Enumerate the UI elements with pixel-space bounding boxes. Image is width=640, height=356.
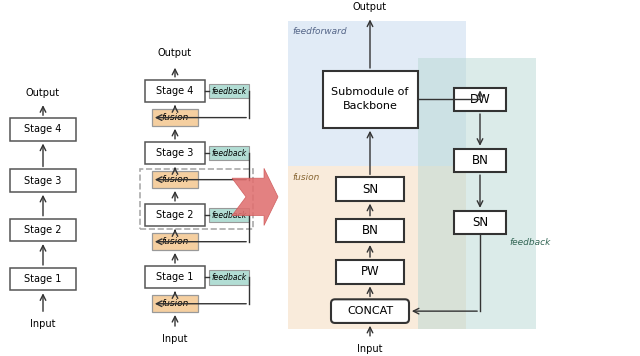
FancyBboxPatch shape — [331, 299, 409, 323]
Text: Input: Input — [30, 319, 56, 329]
Bar — [145, 266, 205, 288]
Text: Stage 3: Stage 3 — [24, 176, 61, 185]
Text: feedback: feedback — [211, 148, 246, 158]
Bar — [10, 219, 76, 241]
Text: BN: BN — [472, 154, 488, 167]
Bar — [209, 146, 249, 161]
Text: fusion: fusion — [292, 173, 319, 182]
Bar — [140, 169, 253, 229]
Bar — [152, 233, 198, 250]
Bar — [454, 148, 506, 172]
Bar — [454, 211, 506, 234]
Bar — [10, 118, 76, 141]
Text: Stage 2: Stage 2 — [24, 225, 61, 235]
Text: fusion: fusion — [161, 175, 189, 184]
Text: Output: Output — [353, 2, 387, 12]
Bar — [10, 169, 76, 192]
Bar — [152, 295, 198, 312]
Text: DW: DW — [470, 93, 490, 106]
Text: Stage 1: Stage 1 — [156, 272, 194, 282]
Bar — [145, 204, 205, 226]
Text: feedback: feedback — [211, 87, 246, 95]
Bar — [145, 142, 205, 164]
Text: Backbone: Backbone — [342, 101, 397, 111]
Text: Stage 2: Stage 2 — [156, 210, 194, 220]
Text: feedback: feedback — [211, 273, 246, 282]
Bar — [418, 58, 536, 329]
Bar — [336, 260, 404, 284]
Bar — [323, 71, 417, 128]
Text: CONCAT: CONCAT — [347, 306, 393, 316]
Text: Output: Output — [158, 48, 192, 58]
Bar — [209, 208, 249, 222]
Bar — [288, 166, 466, 329]
Text: feedback: feedback — [211, 211, 246, 220]
Text: Input: Input — [357, 344, 383, 354]
Text: Input: Input — [163, 334, 188, 344]
Bar — [209, 270, 249, 284]
Text: Stage 1: Stage 1 — [24, 274, 61, 284]
Text: fusion: fusion — [161, 299, 189, 308]
Text: Submodule of: Submodule of — [332, 88, 409, 98]
Text: Stage 3: Stage 3 — [156, 148, 194, 158]
Bar — [209, 84, 249, 98]
Bar — [454, 88, 506, 111]
Text: fusion: fusion — [161, 237, 189, 246]
Text: PW: PW — [361, 265, 380, 278]
Text: Stage 4: Stage 4 — [24, 124, 61, 135]
Bar — [336, 219, 404, 242]
Text: fusion: fusion — [161, 113, 189, 122]
Bar — [145, 80, 205, 102]
Bar — [152, 171, 198, 188]
Polygon shape — [232, 168, 278, 225]
Bar — [152, 109, 198, 126]
Bar — [10, 268, 76, 290]
Text: SN: SN — [362, 183, 378, 195]
Text: BN: BN — [362, 224, 378, 237]
Text: feedforward: feedforward — [292, 27, 347, 36]
Bar — [336, 177, 404, 201]
Text: feedback: feedback — [509, 238, 550, 247]
Text: Output: Output — [26, 88, 60, 98]
Text: SN: SN — [472, 216, 488, 229]
Bar — [288, 21, 466, 166]
Text: Stage 4: Stage 4 — [156, 86, 194, 96]
